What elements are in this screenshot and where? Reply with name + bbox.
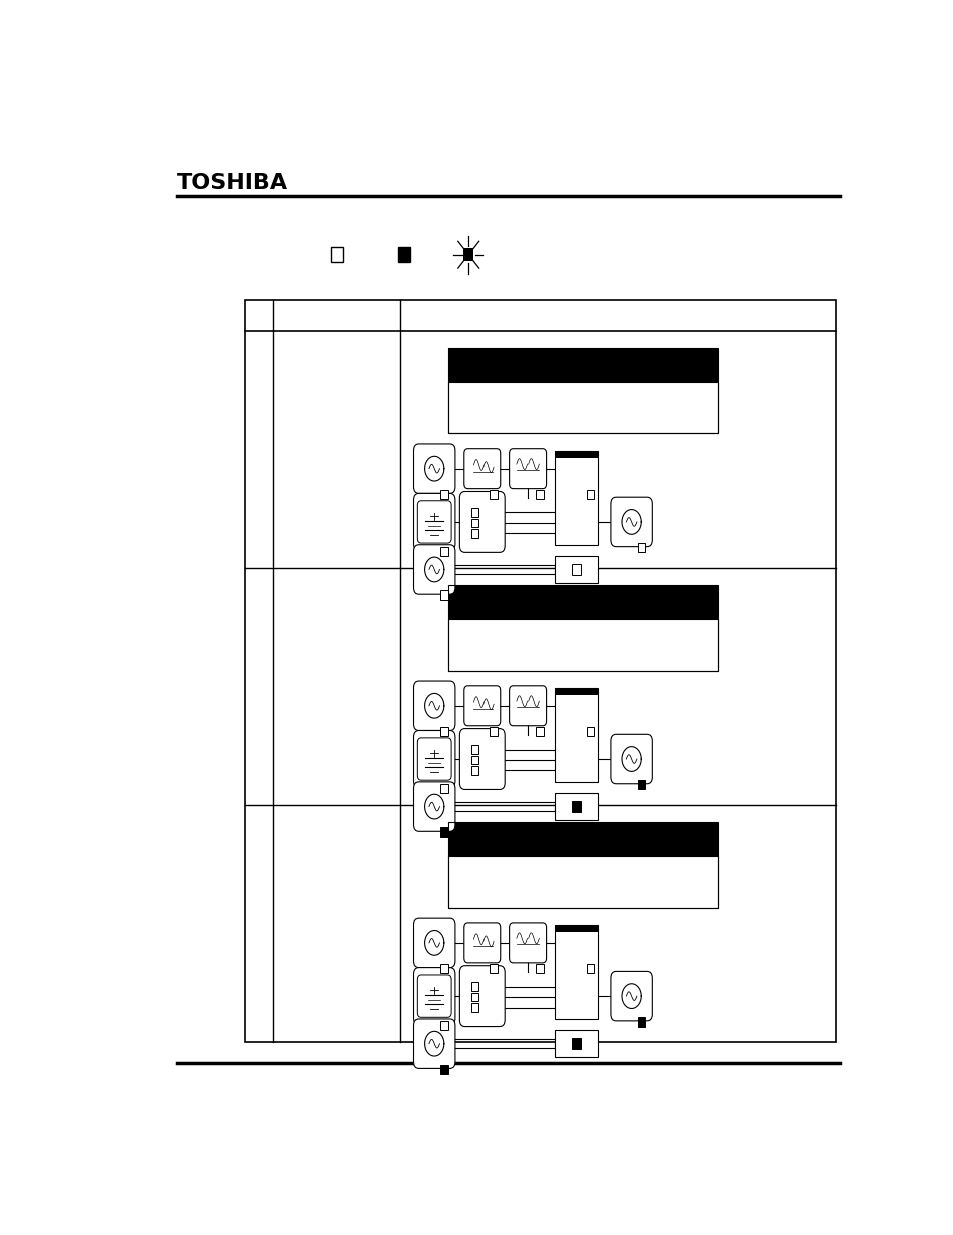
Bar bbox=[554, 793, 597, 820]
Bar bbox=[586, 489, 594, 499]
Bar bbox=[439, 1065, 447, 1074]
Bar bbox=[554, 556, 597, 583]
Bar bbox=[554, 925, 597, 932]
FancyBboxPatch shape bbox=[413, 545, 455, 594]
Bar bbox=[448, 348, 718, 433]
FancyBboxPatch shape bbox=[459, 729, 505, 789]
FancyBboxPatch shape bbox=[463, 923, 500, 963]
Bar bbox=[439, 590, 447, 600]
Text: TOSHIBA: TOSHIBA bbox=[176, 173, 288, 194]
Bar bbox=[471, 982, 477, 990]
Bar bbox=[439, 1021, 447, 1030]
Bar bbox=[554, 688, 597, 782]
FancyBboxPatch shape bbox=[463, 685, 500, 726]
FancyBboxPatch shape bbox=[413, 782, 455, 831]
Bar bbox=[554, 451, 597, 458]
FancyBboxPatch shape bbox=[413, 443, 455, 494]
FancyBboxPatch shape bbox=[413, 918, 455, 967]
FancyBboxPatch shape bbox=[413, 967, 455, 1025]
Bar bbox=[448, 585, 718, 619]
Bar bbox=[439, 726, 447, 736]
Bar bbox=[571, 563, 580, 576]
Bar bbox=[471, 745, 477, 753]
Bar bbox=[448, 619, 718, 671]
Bar bbox=[439, 784, 447, 793]
FancyBboxPatch shape bbox=[416, 737, 451, 781]
Bar bbox=[448, 348, 718, 382]
Bar bbox=[471, 508, 477, 516]
Bar bbox=[586, 726, 594, 736]
Bar bbox=[490, 489, 497, 499]
Bar bbox=[536, 489, 543, 499]
FancyBboxPatch shape bbox=[416, 500, 451, 543]
Bar bbox=[554, 451, 597, 545]
FancyBboxPatch shape bbox=[509, 923, 546, 963]
Bar bbox=[448, 823, 718, 908]
Bar bbox=[448, 382, 718, 433]
Bar bbox=[637, 543, 644, 552]
FancyBboxPatch shape bbox=[463, 448, 500, 489]
FancyBboxPatch shape bbox=[509, 685, 546, 726]
FancyBboxPatch shape bbox=[610, 498, 652, 547]
FancyBboxPatch shape bbox=[416, 974, 451, 1018]
Bar bbox=[536, 726, 543, 736]
Bar bbox=[490, 963, 497, 973]
Bar bbox=[448, 823, 718, 856]
Bar bbox=[637, 1018, 644, 1026]
Bar bbox=[554, 688, 597, 695]
Bar bbox=[439, 827, 447, 837]
Bar bbox=[571, 800, 580, 813]
Bar bbox=[462, 248, 473, 262]
Bar bbox=[397, 247, 410, 262]
Bar bbox=[448, 585, 718, 671]
Bar bbox=[448, 856, 718, 908]
Bar bbox=[331, 247, 343, 262]
Bar bbox=[245, 300, 836, 1042]
Bar bbox=[586, 963, 594, 973]
Bar bbox=[471, 519, 477, 527]
Bar bbox=[439, 547, 447, 556]
FancyBboxPatch shape bbox=[459, 966, 505, 1026]
FancyBboxPatch shape bbox=[509, 448, 546, 489]
Bar bbox=[439, 963, 447, 973]
Bar bbox=[490, 726, 497, 736]
Bar bbox=[554, 925, 597, 1019]
Bar bbox=[637, 781, 644, 789]
FancyBboxPatch shape bbox=[413, 730, 455, 788]
Bar bbox=[536, 963, 543, 973]
Bar bbox=[471, 766, 477, 774]
FancyBboxPatch shape bbox=[413, 1019, 455, 1068]
Bar bbox=[471, 1003, 477, 1011]
Bar bbox=[471, 756, 477, 764]
Bar bbox=[439, 489, 447, 499]
FancyBboxPatch shape bbox=[610, 972, 652, 1021]
FancyBboxPatch shape bbox=[459, 492, 505, 552]
Bar bbox=[471, 993, 477, 1002]
Bar bbox=[554, 1030, 597, 1057]
Bar bbox=[571, 1037, 580, 1050]
FancyBboxPatch shape bbox=[413, 680, 455, 730]
FancyBboxPatch shape bbox=[413, 494, 455, 551]
FancyBboxPatch shape bbox=[610, 735, 652, 784]
Bar bbox=[471, 529, 477, 537]
